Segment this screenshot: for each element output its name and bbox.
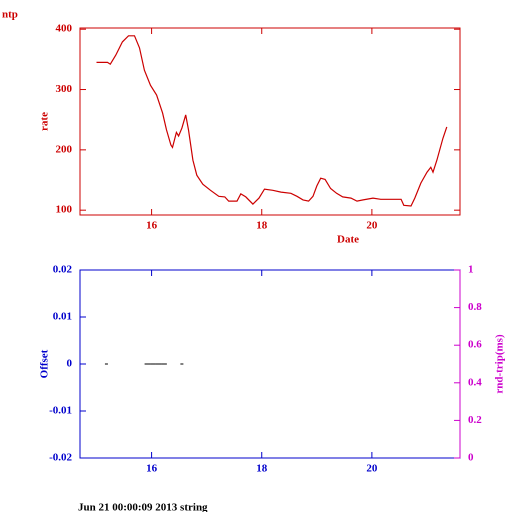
- y2-tick-label: 1: [468, 264, 474, 276]
- y-tick-label: 300: [56, 83, 73, 95]
- x-tick-label: 18: [256, 220, 268, 232]
- x-tick-label: 18: [256, 463, 268, 475]
- y-tick-label: 0: [67, 358, 73, 370]
- y2-tick-label: 0.6: [468, 339, 482, 351]
- y2-tick-label: 0.4: [468, 376, 482, 388]
- y-axis-label: Offset: [39, 349, 51, 378]
- x-tick-label: 20: [366, 463, 378, 475]
- footer: Jun 21 00:00:09 2013 string: [78, 502, 208, 512]
- x-tick-label: 16: [146, 463, 158, 475]
- plot-frame: [79, 269, 461, 459]
- y2-tick-label: 0.2: [468, 414, 482, 426]
- y-tick-label: 0.01: [53, 311, 72, 323]
- x-tick-label: 16: [146, 220, 158, 232]
- y2-axis-label: rnd-trip(ms): [494, 334, 506, 394]
- y-axis-label: rate: [39, 112, 51, 131]
- plot-frame: [79, 27, 461, 216]
- y-tick-label: 200: [56, 143, 73, 155]
- y2-tick-label: 0: [468, 452, 474, 464]
- y-tick-label: 0.02: [53, 264, 73, 276]
- y-tick-label: -0.01: [49, 405, 72, 417]
- y-tick-label: 400: [56, 23, 73, 35]
- x-axis-label: Date: [337, 234, 359, 246]
- chart-title: ntp: [2, 9, 18, 21]
- y2-tick-label: 0.8: [468, 301, 482, 313]
- x-tick-label: 20: [366, 220, 378, 232]
- rate-line: [96, 35, 448, 207]
- y-tick-label: -0.02: [49, 452, 72, 464]
- y-tick-label: 100: [56, 204, 73, 216]
